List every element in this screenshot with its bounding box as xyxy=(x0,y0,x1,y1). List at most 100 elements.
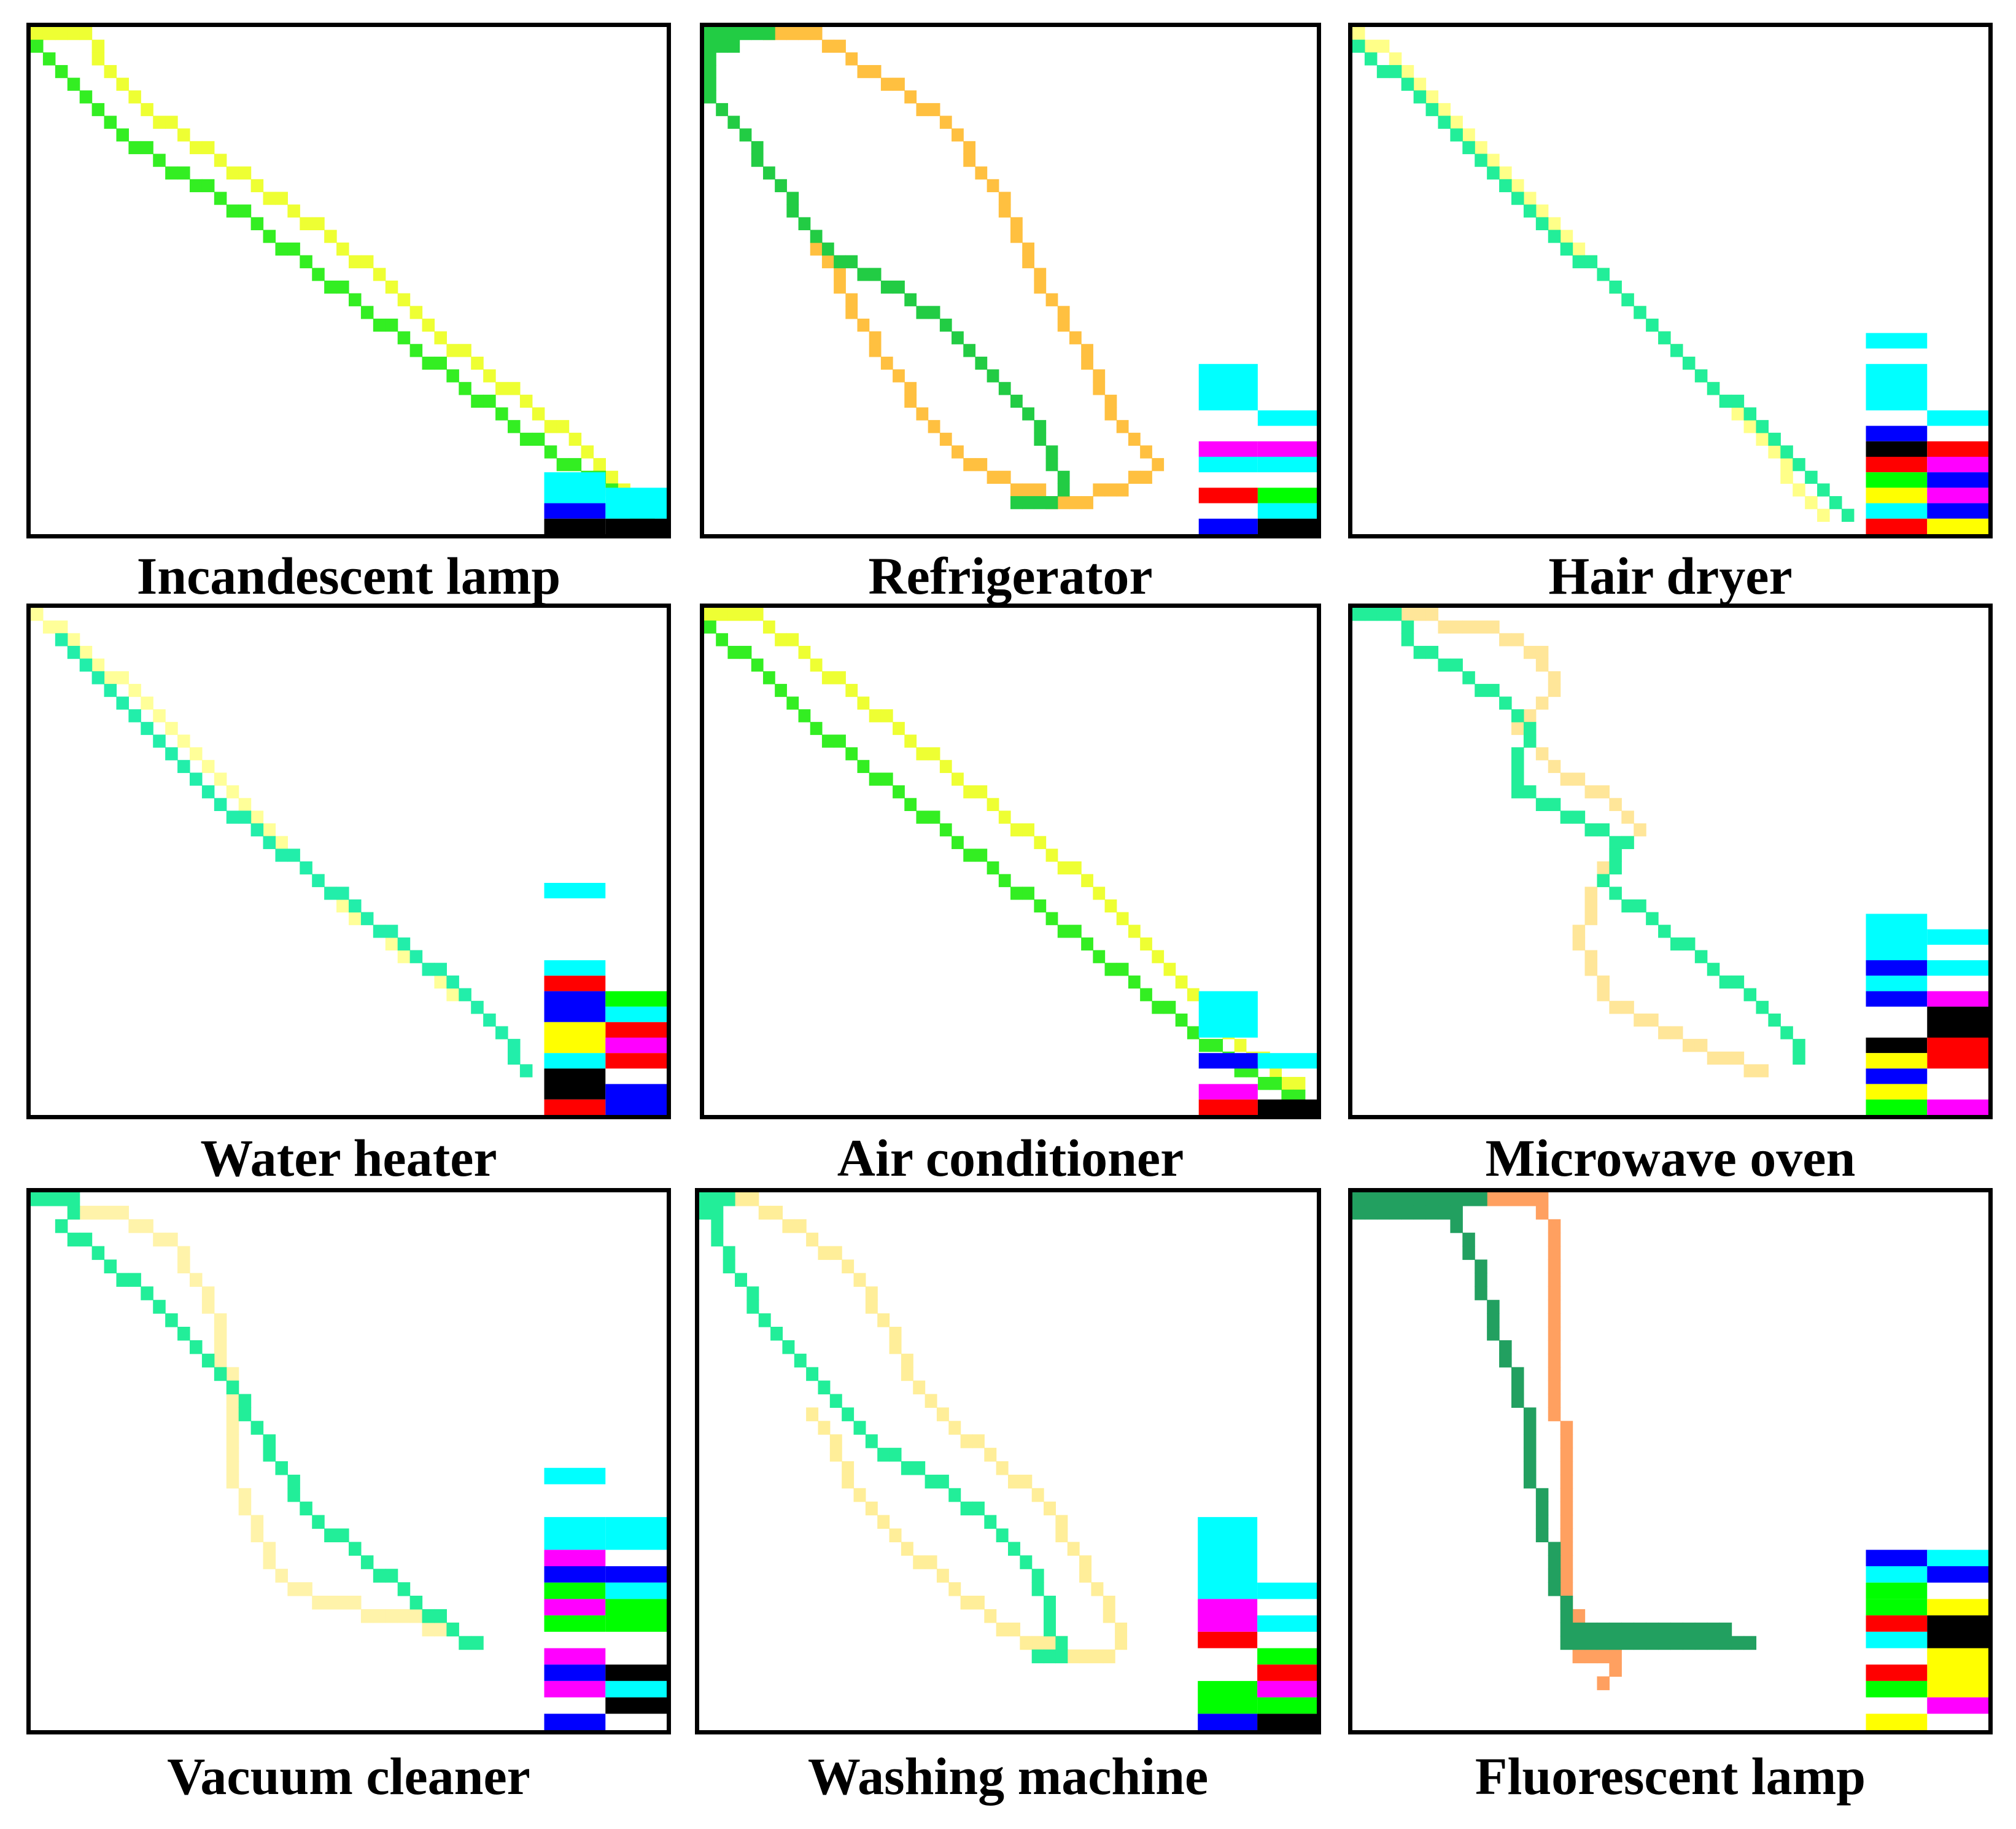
trajectory-1-cell xyxy=(1670,1622,1683,1637)
trajectory-0-cell xyxy=(275,836,288,849)
trajectory-0-cell xyxy=(1069,496,1082,510)
chart-panel-water-heater: Water heater xyxy=(26,604,671,1187)
trajectory-1-cell xyxy=(1731,394,1745,408)
chart-panel-air-conditioner: Air conditioner xyxy=(700,604,1321,1187)
trajectory-1-cell xyxy=(1646,318,1659,332)
trajectory-1-cell xyxy=(762,671,775,685)
trajectory-1-cell xyxy=(214,192,227,205)
trajectory-1-cell xyxy=(1646,1622,1659,1637)
legend-block xyxy=(544,1680,606,1698)
trajectory-1-cell xyxy=(1104,963,1117,976)
trajectory-1-cell xyxy=(1462,1246,1475,1260)
trajectory-1-cell xyxy=(1609,836,1622,849)
trajectory-1-cell xyxy=(1499,696,1512,710)
legend-block xyxy=(1198,1714,1258,1730)
legend-block xyxy=(1866,1566,1928,1583)
trajectory-0-cell xyxy=(1031,1488,1044,1502)
trajectory-1-cell xyxy=(1413,1192,1427,1206)
trajectory-0-cell xyxy=(1057,496,1070,510)
trajectory-1-cell xyxy=(165,747,178,761)
trajectory-0-cell xyxy=(1022,255,1034,268)
trajectory-1-cell xyxy=(177,759,190,774)
trajectory-0-cell xyxy=(1034,483,1047,497)
trajectory-1-cell xyxy=(385,1569,398,1583)
trajectory-1-cell xyxy=(1597,1622,1610,1637)
trajectory-1-cell xyxy=(300,861,312,875)
trajectory-1-cell xyxy=(1707,1622,1720,1637)
chart-plot xyxy=(1352,1192,1988,1730)
trajectory-0-cell xyxy=(1548,1286,1561,1300)
trajectory-0-cell xyxy=(373,1609,386,1623)
trajectory-0-cell xyxy=(1560,1569,1573,1583)
trajectory-0-cell xyxy=(704,608,716,621)
trajectory-1-cell xyxy=(1364,1192,1378,1206)
trajectory-0-cell xyxy=(263,1555,276,1569)
trajectory-0-cell xyxy=(177,734,190,748)
trajectory-1-cell xyxy=(1425,645,1439,659)
legend-block xyxy=(1927,1648,1988,1698)
trajectory-0-cell xyxy=(91,52,105,66)
trajectory-0-cell xyxy=(397,293,411,306)
trajectory-1-cell xyxy=(1163,1001,1176,1014)
trajectory-1-cell xyxy=(1621,899,1634,913)
trajectory-0-cell xyxy=(1093,369,1106,382)
trajectory-0-cell xyxy=(869,64,882,79)
trajectory-1-cell xyxy=(1376,1205,1390,1220)
legend-block xyxy=(1257,1697,1317,1714)
trajectory-1-cell xyxy=(1756,420,1769,433)
trajectory-1-cell xyxy=(1010,887,1023,900)
trajectory-1-cell xyxy=(1658,1622,1671,1637)
legend-block xyxy=(1198,1084,1258,1100)
trajectory-1-cell xyxy=(1499,1353,1512,1368)
trajectory-0-cell xyxy=(782,1219,795,1233)
trajectory-1-cell xyxy=(1634,306,1646,319)
trajectory-0-cell xyxy=(1034,836,1047,849)
legend-block xyxy=(605,1566,667,1583)
trajectory-0-cell xyxy=(250,179,264,193)
trajectory-1-cell xyxy=(1425,1192,1439,1206)
trajectory-1-cell xyxy=(1535,798,1549,811)
legend-block xyxy=(544,1648,606,1665)
legend-block xyxy=(1927,503,1988,519)
legend-block xyxy=(605,487,667,519)
trajectory-1-cell xyxy=(987,861,999,875)
trajectory-1-cell xyxy=(116,1273,129,1287)
trajectory-1-cell xyxy=(1450,658,1463,672)
trajectory-0-cell xyxy=(1045,293,1058,306)
trajectory-1-cell xyxy=(786,192,799,205)
trajectory-0-cell xyxy=(214,1340,227,1354)
trajectory-0-cell xyxy=(1743,420,1757,433)
trajectory-1-cell xyxy=(1010,496,1023,510)
trajectory-1-cell xyxy=(746,1300,759,1314)
chart-plot xyxy=(704,608,1317,1115)
trajectory-0-cell xyxy=(104,1205,117,1220)
legend-block xyxy=(1927,441,1988,457)
trajectory-0-cell xyxy=(1548,1232,1561,1247)
trajectory-0-cell xyxy=(984,1609,997,1623)
trajectory-0-cell xyxy=(1511,633,1524,647)
trajectory-1-cell xyxy=(1548,1569,1561,1583)
trajectory-0-cell xyxy=(1584,963,1598,976)
trajectory-0-cell xyxy=(177,128,190,142)
trajectory-1-cell xyxy=(1364,1205,1378,1220)
trajectory-1-cell xyxy=(153,734,166,748)
trajectory-0-cell xyxy=(373,268,386,281)
legend-block xyxy=(1866,1053,1928,1069)
trajectory-0-cell xyxy=(226,785,239,799)
trajectory-0-cell xyxy=(1128,925,1141,938)
trajectory-0-cell xyxy=(177,1259,190,1273)
trajectory-0-cell xyxy=(1584,950,1598,963)
trajectory-1-cell xyxy=(397,1582,411,1596)
trajectory-1-cell xyxy=(1535,1488,1549,1502)
trajectory-1-cell xyxy=(1462,1232,1475,1247)
trajectory-0-cell xyxy=(153,115,166,129)
trajectory-1-cell xyxy=(1008,1542,1020,1556)
trajectory-0-cell xyxy=(1450,620,1463,634)
trajectory-1-cell xyxy=(1045,445,1058,459)
trajectory-0-cell xyxy=(904,394,917,408)
trajectory-0-cell xyxy=(1535,204,1549,218)
trajectory-1-cell xyxy=(853,1421,866,1435)
legend-block xyxy=(1257,1582,1317,1599)
trajectory-0-cell xyxy=(1462,128,1475,142)
legend-block xyxy=(544,1516,606,1550)
